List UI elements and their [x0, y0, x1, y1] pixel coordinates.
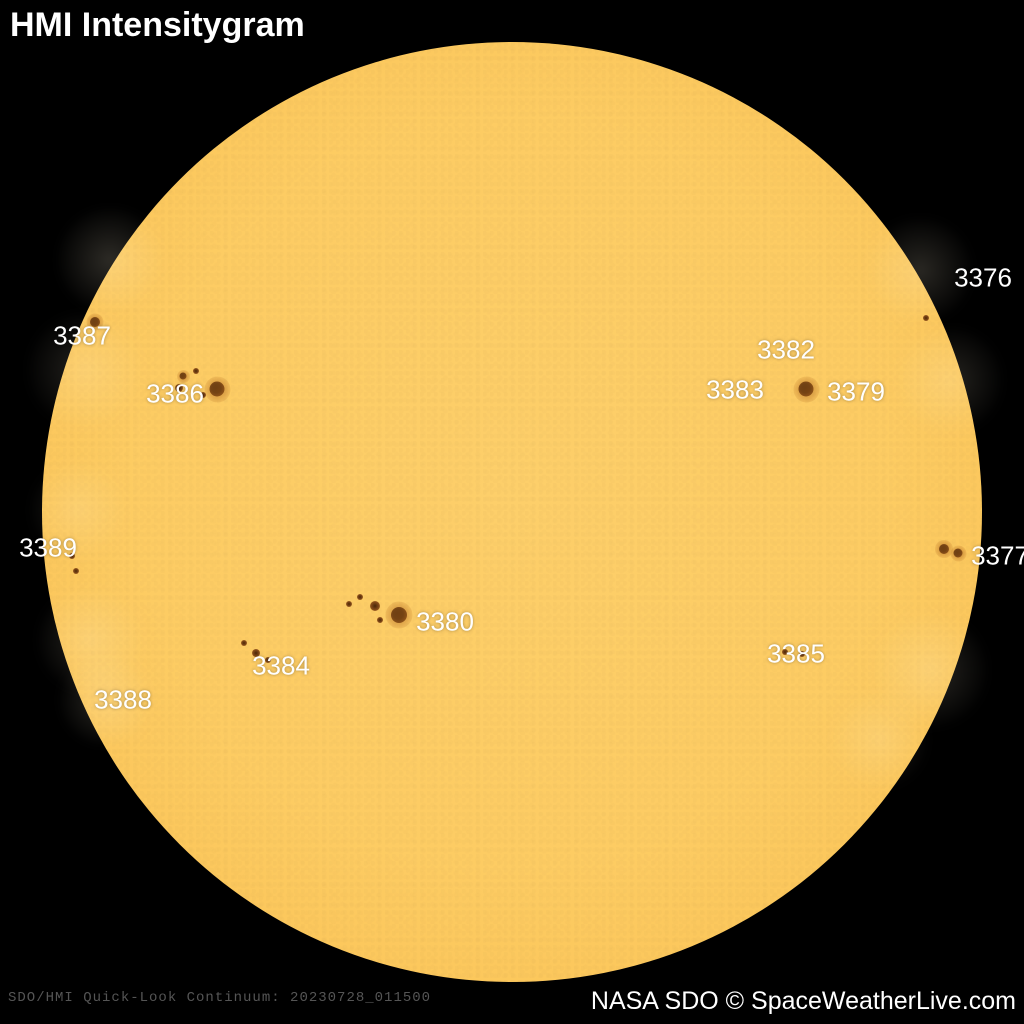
region-label-3385: 3385 — [767, 639, 825, 670]
image-credit: NASA SDO © SpaceWeatherLive.com — [591, 987, 1016, 1016]
source-stamp: SDO/HMI Quick-Look Continuum: 20230728_0… — [8, 990, 431, 1006]
region-label-3383: 3383 — [706, 375, 764, 406]
region-label-3386: 3386 — [146, 379, 204, 410]
region-label-3388: 3388 — [94, 685, 152, 716]
region-label-3377: 3377 — [971, 541, 1024, 572]
region-label-3376: 3376 — [954, 263, 1012, 294]
intensitygram-container: 3376 3382 3383 3379 3387 3386 3389 3377 3380 3384… — [0, 0, 1024, 1024]
region-label-3389: 3389 — [19, 533, 77, 564]
image-title: HMI Intensitygram — [10, 6, 305, 45]
region-label-3380: 3380 — [416, 607, 474, 638]
region-label-3379: 3379 — [827, 377, 885, 408]
region-label-3382: 3382 — [757, 335, 815, 366]
solar-disc-texture — [42, 42, 982, 982]
region-label-3387: 3387 — [53, 321, 111, 352]
region-label-3384: 3384 — [252, 651, 310, 682]
